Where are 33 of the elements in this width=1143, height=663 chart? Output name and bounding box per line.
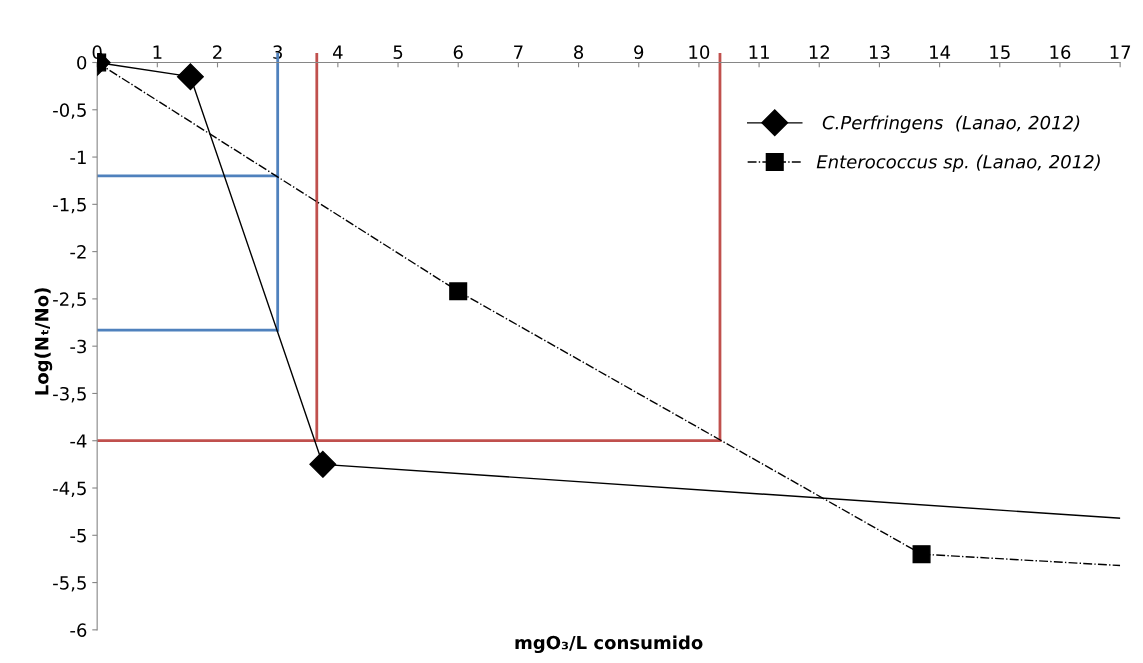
x-tick-label: 17 [1110,45,1131,59]
y-tick-label: 0 [77,55,87,70]
x-axis-title: mgO₃/L consumido [515,635,703,654]
x-tick-label: 15 [990,45,1010,59]
x-tick-label: 13 [869,45,890,59]
y-tick-label: -3,5 [53,386,86,403]
x-tick-label: 16 [1050,45,1071,59]
y-axis-title: Log(Nₜ/No) [34,288,53,395]
y-tick-label: -4 [70,434,87,448]
y-tick-label: -5 [70,528,86,543]
x-tick-label: 11 [749,45,769,59]
x-tick-label: 14 [930,45,951,59]
x-tick-label: 2 [213,45,222,59]
x-tick-label: 9 [634,45,644,59]
y-tick-label: -2,5 [53,292,86,308]
x-tick-label: 6 [453,45,463,59]
y-tick-label: -6 [70,623,87,637]
x-tick-label: 10 [689,45,710,59]
x-tick-label: 5 [393,45,403,59]
x-tick-label: 7 [514,45,523,59]
y-tick-label: -4,5 [53,481,86,497]
x-tick-label: 1 [153,45,162,59]
x-tick-label: 12 [809,45,829,59]
legend-label: Enterococcus sp. (Lanao, 2012) [816,154,1100,173]
y-tick-label: -5,5 [53,576,86,592]
y-tick-label: -0,5 [53,103,86,119]
y-tick-label: -3 [70,339,86,354]
x-tick-label: 4 [333,45,343,59]
y-tick-label: -2 [70,245,86,259]
y-tick-label: -1 [70,150,86,164]
y-tick-label: -1,5 [53,198,86,214]
legend-label: C.Perfringens (Lanao, 2012) [822,115,1080,133]
x-tick-label: 8 [574,45,584,59]
